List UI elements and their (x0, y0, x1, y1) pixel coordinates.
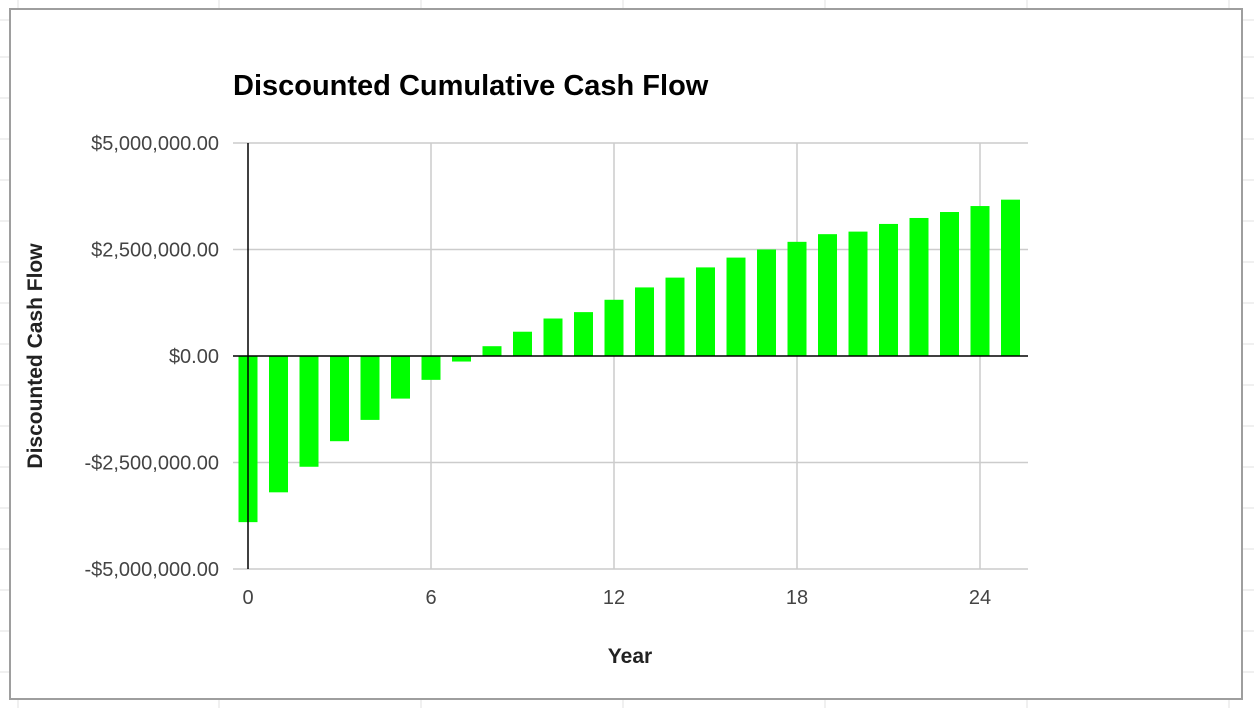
y-tick-label: $5,000,000.00 (91, 133, 219, 155)
bar (787, 241, 807, 356)
bar (909, 217, 929, 356)
bar (543, 318, 563, 356)
y-tick-label: $0.00 (169, 346, 219, 368)
x-tick-label: 6 (425, 587, 436, 609)
bar (879, 223, 898, 356)
x-axis-title: Year (608, 645, 652, 668)
bar (421, 356, 441, 380)
x-tick-label: 24 (969, 587, 991, 609)
bar (696, 267, 715, 356)
bar (452, 356, 471, 362)
y-tick-label: -$2,500,000.00 (84, 453, 219, 475)
bar (299, 356, 319, 467)
y-tick-label: $2,500,000.00 (91, 240, 219, 262)
bar (330, 356, 349, 442)
x-tick-label: 12 (603, 587, 625, 609)
chart-title: Discounted Cumulative Cash Flow (233, 70, 709, 102)
x-tick-label: 18 (786, 587, 808, 609)
bar (574, 312, 593, 356)
bar (482, 346, 502, 356)
bar (940, 212, 959, 356)
bar (665, 277, 685, 356)
y-tick-label: -$5,000,000.00 (84, 559, 219, 581)
chart-container[interactable] (9, 8, 1243, 700)
bar (757, 249, 776, 356)
x-tick-label: 0 (242, 587, 253, 609)
bar (604, 299, 624, 356)
bar (269, 356, 288, 493)
bar (818, 234, 837, 356)
bar (970, 206, 990, 356)
bar (391, 356, 410, 399)
bar (1001, 199, 1020, 356)
bar (513, 331, 532, 356)
bar (726, 257, 746, 356)
bar (848, 231, 868, 356)
bar (360, 356, 380, 420)
y-axis-title: Discounted Cash Flow (24, 243, 47, 469)
bar (635, 287, 654, 356)
